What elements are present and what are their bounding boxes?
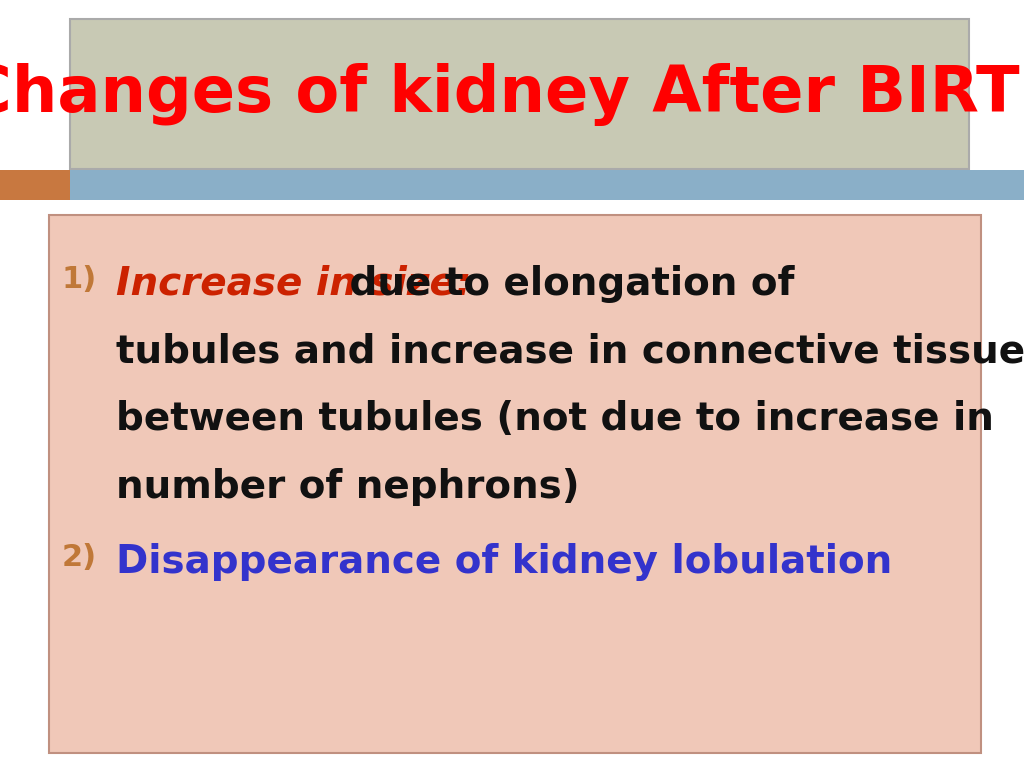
Text: 2): 2) — [61, 543, 96, 572]
FancyBboxPatch shape — [49, 215, 981, 753]
Bar — [0, 170, 70, 200]
Text: Disappearance of kidney lobulation: Disappearance of kidney lobulation — [116, 543, 892, 581]
Text: Changes of kidney After BIRTH: Changes of kidney After BIRTH — [0, 62, 1024, 126]
Text: Increase in size:: Increase in size: — [116, 265, 471, 303]
Text: 1): 1) — [61, 265, 96, 294]
Text: number of nephrons): number of nephrons) — [116, 468, 580, 505]
Text: due to elongation of: due to elongation of — [336, 265, 795, 303]
Bar — [70, 170, 1024, 200]
FancyBboxPatch shape — [70, 19, 969, 169]
Text: tubules and increase in connective tissue: tubules and increase in connective tissu… — [116, 333, 1024, 370]
Text: between tubules (not due to increase in: between tubules (not due to increase in — [116, 400, 993, 438]
